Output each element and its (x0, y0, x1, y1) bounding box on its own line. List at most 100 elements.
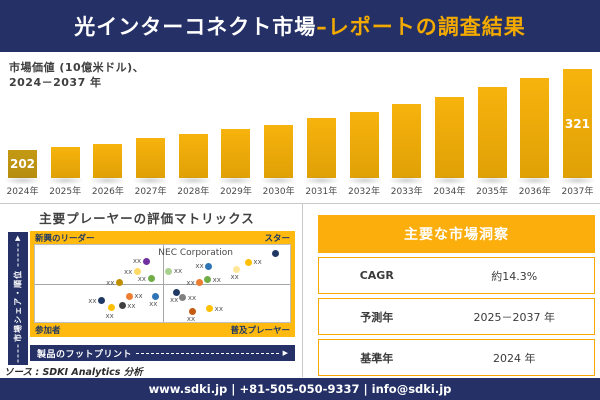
dot-marker (205, 262, 213, 270)
insights-row-value: 2025－2037 年 (473, 310, 556, 324)
matrix-x-axis-label: 製品のフットプリント (37, 349, 133, 360)
quadrant-label-pervasive-players: 普及プレーヤー (230, 326, 290, 336)
dot-label: xx (149, 300, 158, 309)
bar-column: 2034年 (430, 63, 468, 197)
bar (264, 125, 294, 178)
matrix-top-band: 新興のリーダー スター (30, 231, 295, 244)
bar-value-label: 321 (564, 116, 590, 131)
bar (136, 138, 166, 178)
dot-marker (125, 292, 133, 300)
arrow-up-icon: ▶ (13, 235, 22, 241)
quadrant-label-star: スター (264, 233, 290, 244)
insights-row-label: 基準年 (360, 351, 394, 365)
bar (306, 117, 336, 178)
dashed-line (17, 344, 19, 362)
bar-column: 2026年 (89, 63, 127, 197)
matrix-y-axis-label: 市場シェア・順位 (13, 269, 23, 342)
bar-year-label: 2029年 (219, 187, 252, 197)
dot-marker (147, 275, 155, 283)
bar (221, 129, 251, 178)
insights-row-value: 2024 年 (493, 351, 536, 365)
bar-year-label: 2034年 (433, 187, 466, 197)
dot-label: xx (123, 267, 133, 276)
bar-year-label: 2033年 (390, 187, 423, 197)
bar-year-label: 2032年 (348, 187, 380, 197)
bar-year-label: 2030年 (262, 187, 295, 197)
page-title-main: 光インターコネクト市場 (74, 15, 317, 39)
bar-column: 2032年 (345, 63, 383, 197)
bar-year-label: 2037年 (561, 187, 594, 197)
matrix-plot: NEC Corporation xx xx xx xx xx xx xx xx xx xx xx xx… (34, 244, 291, 323)
bar (392, 104, 422, 178)
dot-label: xx (88, 296, 97, 305)
footer-contact-bar: www.sdki.jp | +81-505-050-9337 | info@sd… (0, 378, 600, 400)
bar: 321 (562, 69, 592, 178)
bar-year-label: 2036年 (518, 187, 551, 197)
bar (349, 111, 379, 178)
bar-shadow (217, 176, 255, 185)
insights-panel-title: 主要な市場洞察 (318, 215, 595, 253)
dot-label: xx (105, 311, 114, 320)
market-insights-panel: 主要な市場洞察 CAGR 約14.3% 予測年 2025－2037 年基準年 2024 … (318, 215, 595, 376)
bar-column: 2031年 (302, 63, 340, 197)
matrix-y-axis-bar: 市場シェア・順位 ▶ (8, 232, 28, 365)
chart-subtitle: 市場価値 (10億米ドル)、 2024－2037 年 (9, 60, 144, 90)
bar-shadow (132, 176, 170, 185)
insights-table: CAGR 約14.3% 予測年 2025－2037 年基準年 2024 年 (318, 257, 595, 376)
bar-shadow (260, 176, 298, 185)
quadrant-label-emerging-leaders: 新興のリーダー (35, 233, 95, 244)
bar-column: 2025年 (46, 63, 84, 197)
bar: 202 (8, 149, 37, 178)
bar-column: 321 2037年 (558, 63, 596, 197)
bar-column: 2033年 (388, 63, 426, 197)
dot-label: xx (170, 296, 179, 305)
header-banner: 光インターコネクト市場 –レポートの調査結果 (0, 0, 600, 52)
dot-marker (165, 267, 173, 275)
bar-column: 2027年 (132, 63, 170, 197)
dot-marker (151, 292, 159, 300)
bar (178, 134, 208, 178)
insights-row-label: CAGR (359, 269, 394, 282)
dot-marker (179, 294, 187, 302)
bar-year-label: 2025年 (49, 187, 82, 197)
dot-marker (118, 302, 126, 310)
dot-marker (133, 268, 141, 276)
dot-label: xx (186, 278, 195, 287)
bar-column: 2035年 (473, 63, 511, 197)
page-title-accent: –レポートの調査結果 (316, 15, 526, 39)
bar-shadow (4, 176, 41, 185)
quadrant-divider-horizontal (35, 283, 290, 285)
dot-marker (172, 288, 180, 296)
dot-marker (142, 257, 150, 265)
bar-shadow (516, 176, 554, 185)
bar-year-label: 2028年 (177, 187, 210, 197)
chart-subtitle-line2: 2024－2037 年 (9, 76, 102, 89)
dot-label: xx (214, 304, 223, 313)
bar-year-label: 2031年 (305, 187, 338, 197)
arrow-right-icon: ▶ (282, 348, 288, 357)
bar-shadow (89, 176, 127, 185)
dot-label: xx (132, 257, 142, 266)
bar-year-label: 2027年 (134, 187, 167, 197)
bar-shadow (558, 176, 596, 185)
bar-shadow (430, 176, 468, 185)
dot-marker (115, 279, 123, 287)
dot-marker (108, 304, 115, 312)
bar (93, 144, 123, 178)
bar-shadow (473, 176, 511, 185)
dot-marker (244, 258, 252, 266)
dot-marker (206, 305, 214, 313)
dot-label: xx (137, 274, 147, 283)
bar-column: 2036年 (516, 63, 554, 197)
source-note: ソース : SDKI Analytics 分析 (4, 367, 143, 378)
insights-table-row: 予測年 2025－2037 年 (318, 298, 595, 335)
dot-label: xx (195, 262, 204, 271)
dashed-line (17, 243, 19, 267)
dot-label: xx (253, 258, 262, 267)
dashed-line (136, 352, 279, 354)
dot-marker (98, 297, 106, 305)
company-label: NEC Corporation (158, 248, 234, 259)
dot-label: xx (186, 315, 196, 324)
bar-column: 202 2024年 (4, 63, 41, 197)
